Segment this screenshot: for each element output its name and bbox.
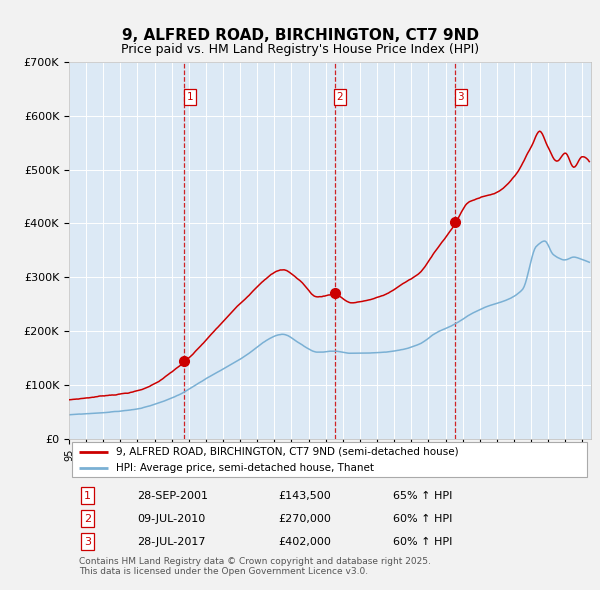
Text: £402,000: £402,000: [278, 536, 331, 546]
Text: HPI: Average price, semi-detached house, Thanet: HPI: Average price, semi-detached house,…: [116, 463, 374, 473]
Text: 2: 2: [337, 92, 343, 102]
Text: 60% ↑ HPI: 60% ↑ HPI: [392, 536, 452, 546]
Text: 3: 3: [84, 536, 91, 546]
Text: 65% ↑ HPI: 65% ↑ HPI: [392, 491, 452, 500]
Text: £143,500: £143,500: [278, 491, 331, 500]
Text: 3: 3: [457, 92, 464, 102]
Text: 28-SEP-2001: 28-SEP-2001: [137, 491, 208, 500]
Text: 9, ALFRED ROAD, BIRCHINGTON, CT7 9ND (semi-detached house): 9, ALFRED ROAD, BIRCHINGTON, CT7 9ND (se…: [116, 447, 458, 457]
FancyBboxPatch shape: [71, 442, 587, 477]
Text: 2: 2: [84, 513, 91, 523]
Text: 1: 1: [84, 491, 91, 500]
Text: 09-JUL-2010: 09-JUL-2010: [137, 513, 205, 523]
Text: 1: 1: [187, 92, 193, 102]
Text: £270,000: £270,000: [278, 513, 331, 523]
Text: Price paid vs. HM Land Registry's House Price Index (HPI): Price paid vs. HM Land Registry's House …: [121, 43, 479, 56]
Text: Contains HM Land Registry data © Crown copyright and database right 2025.
This d: Contains HM Land Registry data © Crown c…: [79, 556, 431, 576]
Text: 28-JUL-2017: 28-JUL-2017: [137, 536, 205, 546]
Text: 60% ↑ HPI: 60% ↑ HPI: [392, 513, 452, 523]
Text: 9, ALFRED ROAD, BIRCHINGTON, CT7 9ND: 9, ALFRED ROAD, BIRCHINGTON, CT7 9ND: [121, 28, 479, 43]
